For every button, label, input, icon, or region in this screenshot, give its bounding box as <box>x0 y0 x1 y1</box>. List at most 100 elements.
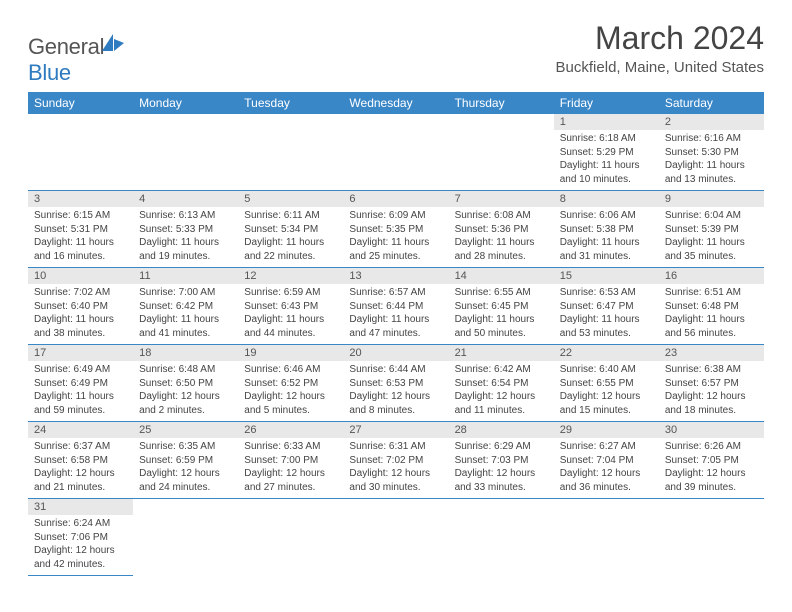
day-d2: and 44 minutes. <box>244 327 337 341</box>
day-header: Sunday <box>28 92 133 114</box>
day-d2: and 15 minutes. <box>560 404 653 418</box>
day-d2: and 21 minutes. <box>34 481 127 495</box>
day-sr: Sunrise: 6:15 AM <box>34 209 127 223</box>
day-ss: Sunset: 6:48 PM <box>665 300 758 314</box>
day-sr: Sunrise: 6:31 AM <box>349 440 442 454</box>
day-d1: Daylight: 12 hours <box>244 390 337 404</box>
day-header: Saturday <box>659 92 764 114</box>
day-sr: Sunrise: 6:44 AM <box>349 363 442 377</box>
day-ss: Sunset: 6:58 PM <box>34 454 127 468</box>
day-ss: Sunset: 6:52 PM <box>244 377 337 391</box>
day-sr: Sunrise: 6:18 AM <box>560 132 653 146</box>
day-data: Sunrise: 6:09 AMSunset: 5:35 PMDaylight:… <box>343 207 448 267</box>
day-d1: Daylight: 11 hours <box>455 313 548 327</box>
day-data: Sunrise: 6:13 AMSunset: 5:33 PMDaylight:… <box>133 207 238 267</box>
day-ss: Sunset: 6:49 PM <box>34 377 127 391</box>
day-number: 5 <box>238 191 343 207</box>
day-d1: Daylight: 11 hours <box>665 313 758 327</box>
day-number: 18 <box>133 345 238 361</box>
day-ss: Sunset: 7:05 PM <box>665 454 758 468</box>
calendar-cell: 19Sunrise: 6:46 AMSunset: 6:52 PMDayligh… <box>238 345 343 422</box>
calendar-cell <box>133 499 238 576</box>
day-d1: Daylight: 12 hours <box>34 467 127 481</box>
day-data: Sunrise: 6:46 AMSunset: 6:52 PMDaylight:… <box>238 361 343 421</box>
day-d2: and 50 minutes. <box>455 327 548 341</box>
day-d1: Daylight: 12 hours <box>244 467 337 481</box>
day-sr: Sunrise: 6:08 AM <box>455 209 548 223</box>
day-d2: and 13 minutes. <box>665 173 758 187</box>
day-number: 17 <box>28 345 133 361</box>
calendar-row: 31Sunrise: 6:24 AMSunset: 7:06 PMDayligh… <box>28 499 764 576</box>
calendar-cell: 5Sunrise: 6:11 AMSunset: 5:34 PMDaylight… <box>238 191 343 268</box>
day-header: Tuesday <box>238 92 343 114</box>
day-number: 28 <box>449 422 554 438</box>
day-d1: Daylight: 12 hours <box>349 390 442 404</box>
day-sr: Sunrise: 6:09 AM <box>349 209 442 223</box>
day-ss: Sunset: 6:55 PM <box>560 377 653 391</box>
calendar-cell <box>238 114 343 191</box>
day-number: 22 <box>554 345 659 361</box>
day-d1: Daylight: 11 hours <box>34 390 127 404</box>
day-d1: Daylight: 11 hours <box>455 236 548 250</box>
day-sr: Sunrise: 6:35 AM <box>139 440 232 454</box>
day-d2: and 19 minutes. <box>139 250 232 264</box>
calendar-cell: 16 Sunrise: 6:51 AMSunset: 6:48 PMDayligh… <box>659 268 764 345</box>
day-d1: Daylight: 11 hours <box>244 236 337 250</box>
day-data: Sunrise: 6:49 AMSunset: 6:49 PMDaylight:… <box>28 361 133 421</box>
day-sr: Sunrise: 6:24 AM <box>34 517 127 531</box>
day-number: 7 <box>449 191 554 207</box>
day-ss: Sunset: 5:38 PM <box>560 223 653 237</box>
day-sr: Sunrise: 6:49 AM <box>34 363 127 377</box>
day-ss: Sunset: 7:03 PM <box>455 454 548 468</box>
day-number: 8 <box>554 191 659 207</box>
day-number: 16 <box>659 268 764 284</box>
calendar-cell: 25Sunrise: 6:35 AMSunset: 6:59 PMDayligh… <box>133 422 238 499</box>
day-header: Monday <box>133 92 238 114</box>
day-number: 6 <box>343 191 448 207</box>
day-data: Sunrise: 6:48 AMSunset: 6:50 PMDaylight:… <box>133 361 238 421</box>
day-sr: Sunrise: 6:51 AM <box>665 286 758 300</box>
day-ss: Sunset: 6:53 PM <box>349 377 442 391</box>
calendar-cell: 18Sunrise: 6:48 AMSunset: 6:50 PMDayligh… <box>133 345 238 422</box>
day-d1: Daylight: 11 hours <box>244 313 337 327</box>
day-d2: and 11 minutes. <box>455 404 548 418</box>
day-data: Sunrise: 6:53 AMSunset: 6:47 PMDaylight:… <box>554 284 659 344</box>
day-d2: and 10 minutes. <box>560 173 653 187</box>
calendar-cell: 31Sunrise: 6:24 AMSunset: 7:06 PMDayligh… <box>28 499 133 576</box>
day-data: Sunrise: 6:24 AMSunset: 7:06 PMDaylight:… <box>28 515 133 575</box>
day-d1: Daylight: 12 hours <box>139 390 232 404</box>
day-data: Sunrise: 6:27 AMSunset: 7:04 PMDaylight:… <box>554 438 659 498</box>
calendar-cell: 12Sunrise: 6:59 AMSunset: 6:43 PMDayligh… <box>238 268 343 345</box>
day-sr: Sunrise: 6:06 AM <box>560 209 653 223</box>
day-data: Sunrise: 7:02 AMSunset: 6:40 PMDaylight:… <box>28 284 133 344</box>
day-d1: Daylight: 12 hours <box>139 467 232 481</box>
day-data: Sunrise: 6:31 AMSunset: 7:02 PMDaylight:… <box>343 438 448 498</box>
calendar-cell: 1Sunrise: 6:18 AMSunset: 5:29 PMDaylight… <box>554 114 659 191</box>
day-d2: and 47 minutes. <box>349 327 442 341</box>
day-ss: Sunset: 6:57 PM <box>665 377 758 391</box>
day-data: Sunrise: 6:59 AMSunset: 6:43 PMDaylight:… <box>238 284 343 344</box>
calendar-cell: 2Sunrise: 6:16 AMSunset: 5:30 PMDaylight… <box>659 114 764 191</box>
day-d2: and 24 minutes. <box>139 481 232 495</box>
day-number: 14 <box>449 268 554 284</box>
day-ss: Sunset: 5:30 PM <box>665 146 758 160</box>
day-data: Sunrise: 6:15 AMSunset: 5:31 PMDaylight:… <box>28 207 133 267</box>
calendar-cell: 21Sunrise: 6:42 AMSunset: 6:54 PMDayligh… <box>449 345 554 422</box>
day-data: Sunrise: 6:38 AMSunset: 6:57 PMDaylight:… <box>659 361 764 421</box>
day-header-row: Sunday Monday Tuesday Wednesday Thursday… <box>28 92 764 114</box>
calendar-row: 17Sunrise: 6:49 AMSunset: 6:49 PMDayligh… <box>28 345 764 422</box>
calendar-cell: 30Sunrise: 6:26 AMSunset: 7:05 PMDayligh… <box>659 422 764 499</box>
calendar-cell <box>554 499 659 576</box>
logo-text-2: Blue <box>28 60 71 85</box>
day-d2: and 56 minutes. <box>665 327 758 341</box>
day-number: 15 <box>554 268 659 284</box>
day-number: 11 <box>133 268 238 284</box>
calendar-cell: 4Sunrise: 6:13 AMSunset: 5:33 PMDaylight… <box>133 191 238 268</box>
day-sr: Sunrise: 6:38 AM <box>665 363 758 377</box>
calendar-cell: 23Sunrise: 6:38 AMSunset: 6:57 PMDayligh… <box>659 345 764 422</box>
day-sr: Sunrise: 6:27 AM <box>560 440 653 454</box>
location: Buckfield, Maine, United States <box>556 59 764 76</box>
calendar-cell: 27Sunrise: 6:31 AMSunset: 7:02 PMDayligh… <box>343 422 448 499</box>
day-header: Wednesday <box>343 92 448 114</box>
day-sr: Sunrise: 6:53 AM <box>560 286 653 300</box>
